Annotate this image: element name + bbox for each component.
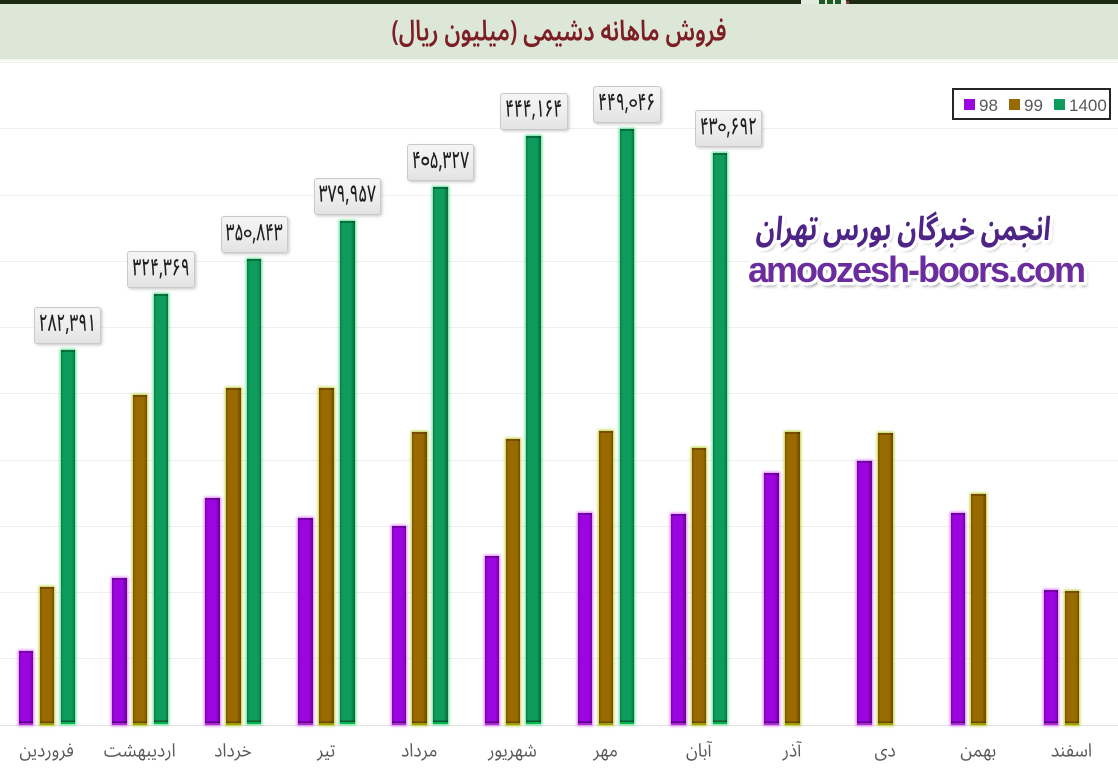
svg-text:amoozesh-boors.com: amoozesh-boors.com bbox=[748, 249, 1084, 290]
svg-text:amoozesh-boors.com: amoozesh-boors.com bbox=[750, 254, 1086, 295]
